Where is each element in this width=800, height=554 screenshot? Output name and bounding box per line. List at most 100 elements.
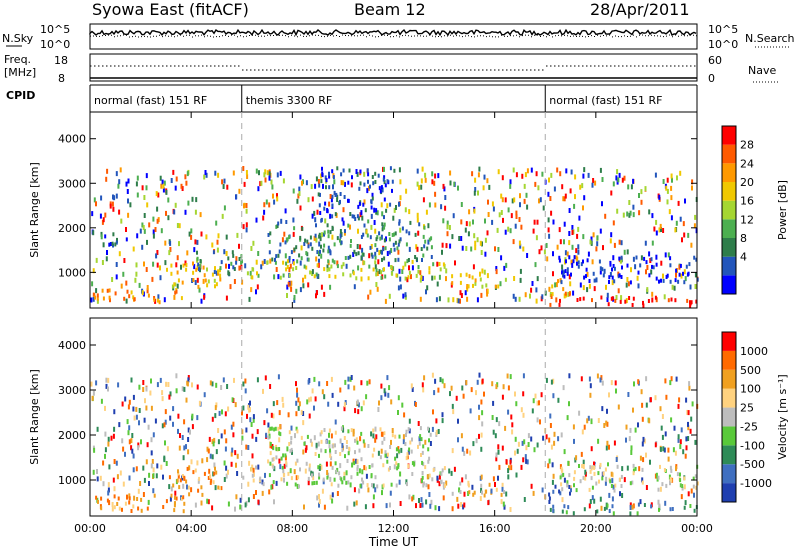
velocity-echo-region-3 (405, 456, 408, 461)
power-echo-region-4 (355, 276, 358, 281)
power-echo-region-4 (303, 264, 306, 269)
power-ylabel: Slant Range [km] (28, 162, 41, 258)
velocity-speckle (236, 453, 239, 459)
velocity-speckle (343, 406, 346, 412)
velocity-echo-region-2 (338, 471, 341, 476)
velocity-speckle (507, 385, 510, 391)
velocity-speckle (366, 380, 369, 386)
velocity-speckle (325, 461, 328, 467)
power-speckle (238, 265, 241, 271)
power-speckle (157, 192, 160, 198)
power-echo-region-10 (688, 262, 691, 267)
power-speckle (288, 267, 291, 273)
velocity-echo-region-0 (128, 500, 131, 505)
velocity-echo-region-1 (210, 478, 213, 483)
power-speckle (132, 246, 135, 252)
velocity-echo-region-5 (561, 509, 564, 514)
velocity-speckle (680, 494, 683, 500)
velocity-speckle (575, 455, 578, 461)
power-echo-region-5 (430, 245, 433, 250)
power-speckle (376, 271, 379, 276)
velocity-echo-region-3 (427, 447, 430, 452)
velocity-speckle (330, 376, 333, 382)
power-echo-region-5 (303, 242, 306, 246)
velocity-speckle (307, 379, 310, 385)
power-echo-region-1 (173, 282, 176, 287)
velocity-speckle (327, 401, 330, 407)
power-echo-region-1 (207, 279, 210, 284)
velocity-speckle (150, 405, 153, 411)
velocity-echo-region-3 (305, 461, 308, 466)
power-speckle (178, 223, 181, 229)
velocity-echo-region-4 (473, 490, 476, 495)
power-echo-region-3 (108, 242, 111, 247)
power-echo-region-4 (256, 271, 258, 276)
power-speckle (368, 253, 371, 259)
power-speckle (472, 264, 475, 270)
velocity-speckle (107, 377, 110, 383)
power-echo-region-10 (613, 266, 616, 271)
power-echo-region-4 (349, 273, 352, 278)
velocity-speckle (456, 496, 459, 502)
power-speckle (566, 267, 569, 273)
power-echo-region-8 (624, 299, 627, 304)
power-speckle (491, 201, 494, 207)
power-speckle (383, 166, 385, 172)
power-echo-region-5 (327, 245, 330, 250)
power-speckle (628, 200, 631, 205)
velocity-speckle (286, 446, 289, 452)
power-speckle (691, 185, 693, 191)
power-speckle (92, 230, 95, 236)
velocity-speckle (501, 394, 504, 400)
power-speckle (492, 206, 495, 212)
velocity-echo-region-3 (288, 442, 291, 446)
velocity-echo-region-2 (421, 478, 423, 483)
velocity-speckle (634, 427, 637, 433)
velocity-echo-region-3 (395, 447, 398, 452)
power-echo-region-10 (618, 256, 621, 261)
power-speckle (510, 213, 513, 219)
velocity-speckle (372, 494, 375, 500)
velocity-ytick-label: 3000 (58, 384, 86, 397)
velocity-speckle (224, 446, 227, 452)
power-speckle (349, 224, 351, 230)
velocity-echo-region-1 (192, 470, 195, 475)
velocity-speckle (581, 429, 584, 435)
velocity-speckle (121, 401, 124, 407)
velocity-echo-region-1 (219, 486, 221, 490)
velocity-speckle (326, 381, 329, 386)
power-echo-region-5 (349, 243, 352, 248)
velocity-echo-region-4 (467, 483, 470, 488)
velocity-speckle (397, 446, 400, 452)
power-echo-region-0 (156, 298, 159, 303)
velocity-speckle (131, 433, 134, 438)
velocity-echo-region-1 (215, 470, 218, 475)
power-echo-region-5 (344, 256, 347, 260)
power-echo-region-6 (321, 166, 323, 171)
power-echo-region-4 (257, 273, 260, 278)
power-speckle (105, 176, 108, 182)
velocity-speckle (295, 381, 297, 387)
power-echo-region-10 (576, 261, 578, 266)
velocity-speckle (138, 420, 140, 426)
power-echo-region-4 (323, 267, 326, 272)
velocity-speckle (573, 438, 575, 444)
velocity-echo-region-3 (288, 430, 291, 435)
velocity-speckle (669, 480, 671, 486)
velocity-speckle (117, 382, 120, 388)
velocity-speckle (252, 414, 255, 420)
velocity-echo-region-4 (472, 492, 475, 497)
velocity-speckle (265, 432, 268, 438)
power-speckle (424, 172, 427, 178)
power-speckle (268, 171, 271, 177)
velocity-speckle (527, 433, 530, 439)
velocity-speckle (545, 377, 548, 383)
power-echo-region-5 (339, 238, 341, 243)
power-echo-region-10 (602, 273, 605, 278)
velocity-speckle (111, 502, 114, 507)
power-speckle (684, 276, 687, 282)
velocity-speckle (480, 487, 483, 493)
velocity-speckle (453, 466, 456, 472)
power-colorbar-segment (722, 219, 736, 238)
